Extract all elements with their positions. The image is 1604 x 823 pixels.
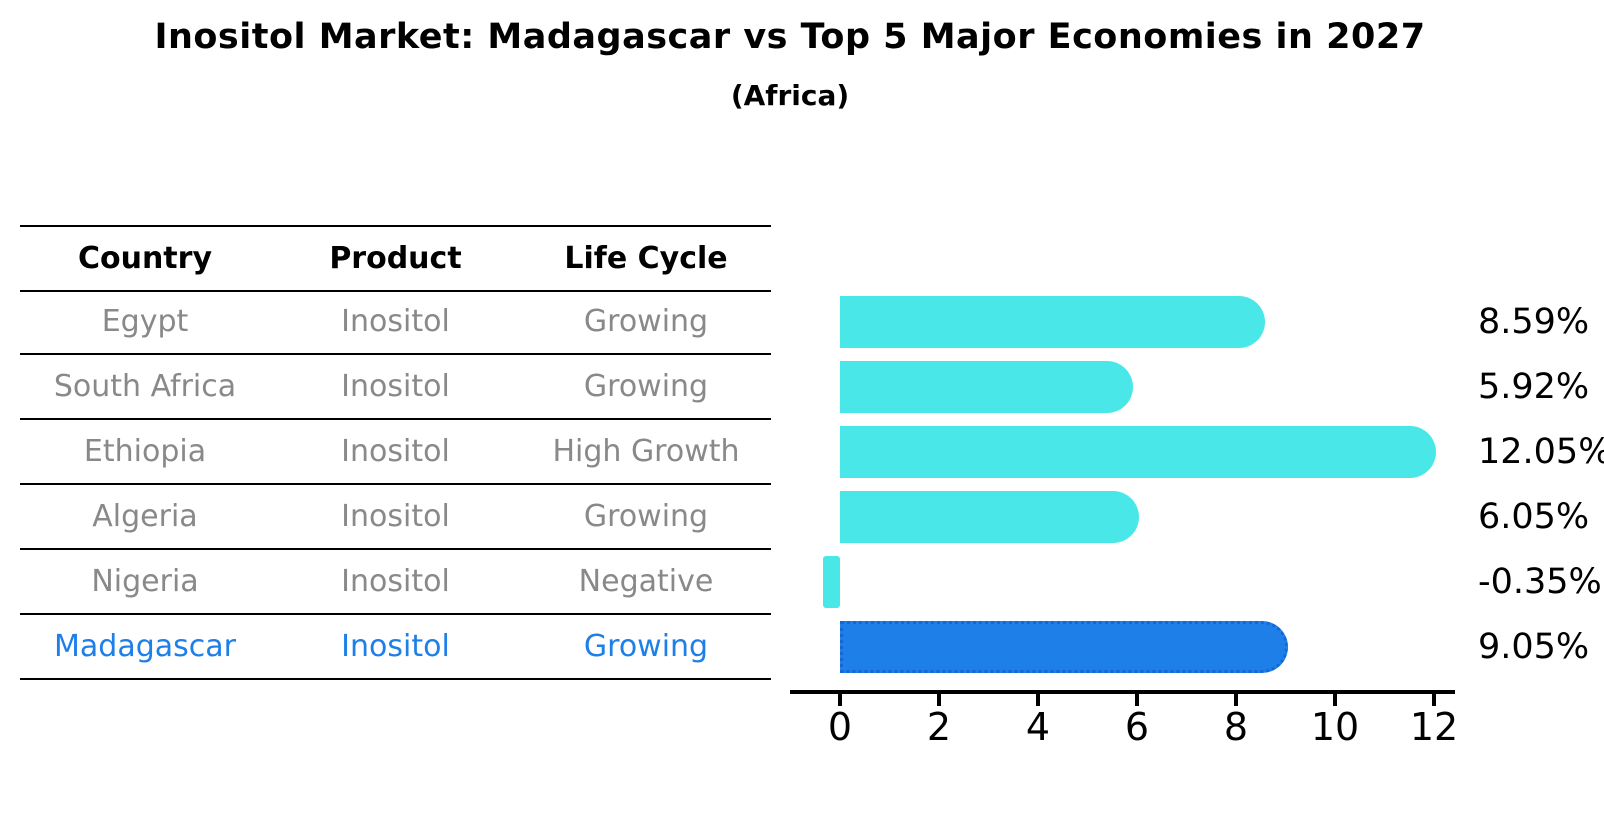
x-axis-tick-label: 2 [926, 705, 952, 749]
table-row-algeria: Algeria Inositol Growing [20, 485, 771, 550]
column-header-life-cycle: Life Cycle [564, 241, 728, 276]
cell-life-cycle: Growing [583, 304, 709, 339]
value-label-ethiopia: 12.05% [1478, 432, 1604, 472]
x-axis-tick [838, 694, 842, 706]
bar-ethiopia [840, 426, 1437, 478]
table-row-south-africa: South Africa Inositol Growing [20, 355, 771, 420]
table-row-egypt: Egypt Inositol Growing [20, 290, 771, 355]
cell-country: Nigeria [91, 564, 199, 599]
cell-product: Inositol [341, 369, 450, 404]
x-axis-tick [1036, 694, 1040, 706]
cell-product: Inositol [341, 434, 450, 469]
table-header-row: Country Product Life Cycle [20, 225, 771, 292]
x-axis-line [790, 690, 1455, 694]
x-axis-tick [1432, 694, 1436, 706]
x-axis-tick-label: 12 [1409, 705, 1459, 749]
cell-country: South Africa [53, 369, 237, 404]
value-label-egypt: 8.59% [1478, 302, 1590, 342]
x-axis-tick-label: 6 [1124, 705, 1150, 749]
value-label-south-africa: 5.92% [1478, 367, 1590, 407]
x-axis-tick [937, 694, 941, 706]
cell-product: Inositol [341, 564, 450, 599]
table-row-nigeria: Nigeria Inositol Negative [20, 550, 771, 615]
x-axis-tick [1135, 694, 1139, 706]
table-row-ethiopia: Ethiopia Inositol High Growth [20, 420, 771, 485]
x-axis-tick [1234, 694, 1238, 706]
x-axis-tick-label: 8 [1223, 705, 1249, 749]
cell-life-cycle: Negative [578, 564, 714, 599]
value-label-algeria: 6.05% [1478, 497, 1590, 537]
cell-product: Inositol [341, 304, 450, 339]
column-header-product: Product [329, 241, 462, 276]
cell-life-cycle: Growing [583, 499, 709, 534]
cell-product: Inositol [341, 629, 450, 664]
chart-title: Inositol Market: Madagascar vs Top 5 Maj… [154, 17, 1426, 57]
bar-algeria [840, 491, 1140, 543]
x-axis-tick-label: 10 [1310, 705, 1360, 749]
x-axis-tick-label: 4 [1025, 705, 1051, 749]
value-label-nigeria: -0.35% [1478, 562, 1602, 602]
bar-egypt [840, 296, 1266, 348]
x-axis-tick [1333, 694, 1337, 706]
cell-life-cycle: Growing [583, 369, 709, 404]
cell-country: Egypt [101, 304, 189, 339]
cell-life-cycle: Growing [583, 629, 709, 664]
chart-subtitle: (Africa) [730, 79, 850, 112]
column-header-country: Country [77, 241, 213, 276]
x-axis-tick-label: 0 [827, 705, 853, 749]
bar-nigeria [822, 556, 840, 608]
bar-madagascar [840, 621, 1288, 673]
cell-country: Algeria [92, 499, 198, 534]
cell-product: Inositol [341, 499, 450, 534]
value-label-madagascar: 9.05% [1478, 627, 1590, 667]
cell-life-cycle: High Growth [552, 434, 740, 469]
table-row-madagascar: Madagascar Inositol Growing [20, 615, 771, 680]
bar-south-africa [840, 361, 1134, 413]
cell-country: Ethiopia [83, 434, 207, 469]
cell-country: Madagascar [54, 629, 236, 664]
